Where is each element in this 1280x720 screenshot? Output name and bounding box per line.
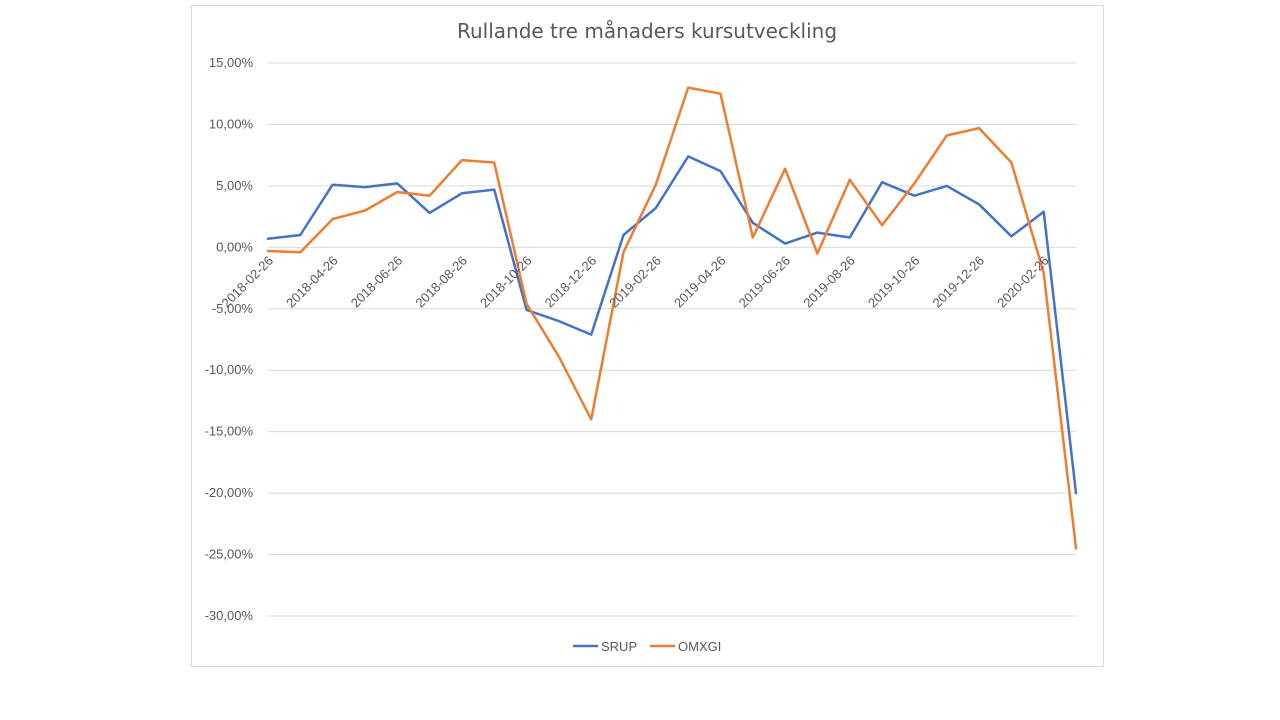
x-tick-label: 2019-12-26: [930, 253, 988, 311]
x-tick-label: 2019-04-26: [671, 253, 729, 311]
x-tick-label: 2018-06-26: [348, 253, 406, 311]
y-axis-ticks: 15,00% 10,00% 5,00% 0,00% -5,00% -10,00% -15,0…: [205, 55, 254, 623]
x-tick-label: 2019-10-26: [865, 253, 923, 311]
chart-frame: [191, 5, 1104, 667]
x-axis-ticks: 2018-02-26 2018-04-26 2018-06-26 2018-08-26…: [218, 253, 1051, 311]
series-line-omxgi: [266, 86, 1078, 550]
legend-label: SRUP: [601, 639, 637, 654]
series-lines: [266, 86, 1078, 550]
x-tick-label: 2019-06-26: [736, 253, 794, 311]
y-tick-label: -25,00%: [205, 547, 254, 562]
x-tick-label: 2018-04-26: [283, 253, 341, 311]
y-tick-label: -5,00%: [212, 301, 254, 316]
y-tick-label: 10,00%: [209, 116, 254, 131]
y-tick-label: -10,00%: [205, 362, 254, 377]
y-tick-label: 0,00%: [216, 239, 253, 254]
y-tick-label: 5,00%: [216, 178, 253, 193]
x-tick-label: 2019-08-26: [800, 253, 858, 311]
x-tick-label: 2018-08-26: [412, 253, 470, 311]
chart-title: Rullande tre månaders kursutveckling: [457, 19, 837, 43]
gridlines: [268, 62, 1076, 617]
x-tick-label: 2018-12-26: [542, 253, 600, 311]
legend: SRUP OMXGI: [573, 639, 721, 654]
y-tick-label: -15,00%: [205, 424, 254, 439]
y-tick-label: 15,00%: [209, 55, 254, 70]
legend-label: OMXGI: [678, 639, 721, 654]
y-tick-label: -30,00%: [205, 608, 254, 623]
series-line-srup: [266, 155, 1078, 495]
y-tick-label: -20,00%: [205, 485, 254, 500]
x-tick-label: 2020-02-26: [994, 253, 1052, 311]
